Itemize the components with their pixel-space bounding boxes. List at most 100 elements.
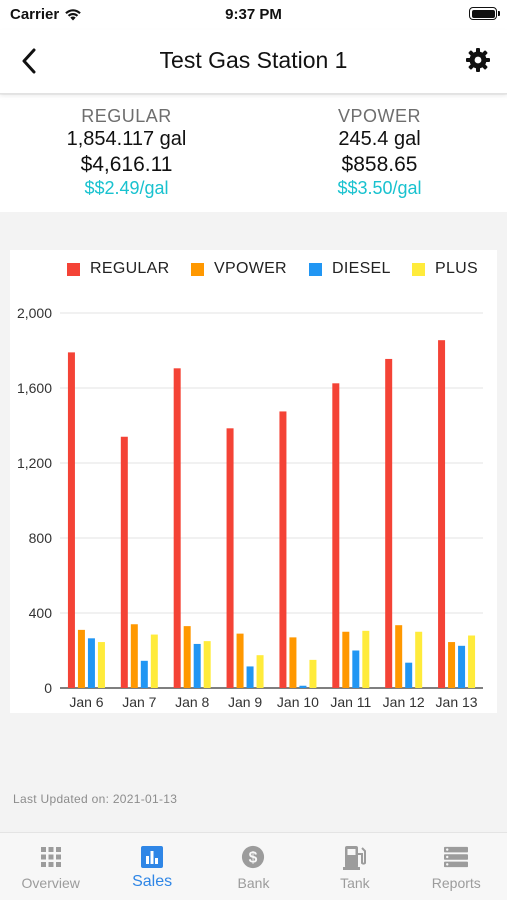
bar-regular — [226, 428, 234, 688]
bar-vpower — [289, 637, 297, 688]
y-tick-label: 800 — [29, 530, 53, 546]
bar-diesel — [405, 662, 413, 688]
x-tick-label: Jan 13 — [436, 694, 478, 710]
y-tick-label: 1,200 — [17, 455, 52, 471]
legend-item-diesel: DIESEL — [309, 260, 391, 278]
fuel-gallons: 245.4 gal — [338, 128, 421, 150]
carrier-indicator: Carrier — [10, 6, 82, 23]
legend-label: VPOWER — [214, 260, 287, 277]
status-bar: Carrier 9:37 PM — [0, 0, 507, 30]
sales-chart[interactable]: REGULAR VPOWER DIESEL PLUS 0 400 800 1,200 1… — [10, 250, 497, 713]
bar-diesel — [352, 650, 360, 688]
chevron-left-icon — [22, 48, 36, 74]
legend-item-plus: PLUS — [412, 260, 478, 278]
x-tick-label: Jan 11 — [330, 694, 371, 710]
y-tick-label: 0 — [44, 680, 52, 696]
list-icon — [444, 846, 469, 868]
fuel-name: REGULAR — [81, 106, 172, 126]
sales-summary: REGULAR 1,854.117 gal $4,616.11 $$2.49/g… — [0, 95, 507, 212]
gear-icon — [466, 48, 490, 72]
bar-diesel — [246, 666, 254, 688]
bar-regular — [279, 411, 287, 688]
bar-vpower — [448, 642, 456, 688]
legend-swatch — [412, 262, 425, 276]
dollar-coin-icon: $ — [242, 845, 265, 869]
legend-label: PLUS — [435, 260, 478, 277]
tab-reports[interactable]: Reports — [406, 833, 507, 900]
x-tick-label: Jan 6 — [69, 694, 103, 710]
fuel-name: VPOWER — [337, 106, 421, 126]
bar-diesel — [140, 660, 148, 688]
x-tick-label: Jan 12 — [383, 694, 425, 710]
back-button[interactable] — [14, 46, 44, 76]
navigation-bar: Test Gas Station 1 — [0, 30, 507, 94]
bar-diesel — [87, 638, 95, 688]
bar-plus — [468, 635, 476, 688]
y-tick-label: 400 — [29, 605, 53, 621]
bar-vpower — [236, 633, 244, 688]
bar-plus — [97, 642, 105, 688]
legend-item-vpower: VPOWER — [191, 260, 287, 278]
fuel-gallons: 1,854.117 gal — [66, 128, 187, 150]
legend-swatch — [191, 262, 204, 276]
bar-chart-icon — [141, 846, 164, 868]
bar-plus — [256, 655, 264, 688]
x-tick-label: Jan 9 — [228, 694, 262, 710]
carrier-label: Carrier — [10, 6, 60, 23]
fuel-amount: $858.65 — [341, 153, 418, 176]
svg-text:$: $ — [249, 850, 258, 867]
page-title: Test Gas Station 1 — [159, 47, 348, 73]
wifi-icon — [65, 9, 82, 21]
bar-plus — [309, 659, 317, 688]
x-tick-label: Jan 8 — [175, 694, 209, 710]
status-time: 9:37 PM — [225, 6, 282, 23]
fuel-rate: $$3.50/gal — [337, 178, 422, 198]
bar-regular — [385, 358, 393, 688]
tab-tank[interactable]: Tank — [304, 833, 405, 900]
bar-vpower — [395, 625, 403, 688]
tab-label: Tank — [340, 875, 370, 891]
tab-label: Bank — [237, 875, 270, 891]
bar-regular — [120, 436, 128, 688]
bar-plus — [415, 631, 423, 688]
tab-bank[interactable]: $ Bank — [203, 833, 304, 900]
y-tick-label: 2,000 — [17, 305, 52, 321]
legend-label: DIESEL — [332, 260, 391, 277]
fuel-rate: $$2.49/gal — [84, 178, 169, 198]
summary-vpower: VPOWER 245.4 gal $858.65 $$3.50/gal — [253, 105, 506, 199]
fuel-pump-icon — [342, 846, 366, 870]
bar-regular — [67, 352, 75, 688]
bar-plus — [203, 641, 211, 688]
bar-regular — [173, 368, 181, 688]
bar-vpower — [77, 629, 85, 688]
settings-button[interactable] — [463, 45, 493, 75]
legend-label: REGULAR — [90, 260, 170, 277]
chart-legend: REGULAR VPOWER DIESEL PLUS — [10, 260, 497, 280]
legend-item-regular: REGULAR — [67, 260, 169, 278]
y-tick-label: 1,600 — [17, 380, 52, 396]
legend-swatch — [67, 262, 80, 276]
bar-regular — [438, 340, 446, 688]
tab-bar: Overview Sales $ Bank — [0, 832, 507, 900]
tab-sales[interactable]: Sales — [101, 833, 202, 900]
bar-vpower — [342, 631, 350, 688]
bar-vpower — [130, 624, 138, 688]
bar-plus — [150, 634, 158, 688]
x-tick-label: Jan 7 — [122, 694, 156, 710]
x-tick-label: Jan 10 — [277, 694, 319, 710]
chart-plot: 0 400 800 1,200 1,600 2,000 Jan 6 Jan 7 Jan 8 Jan… — [17, 305, 483, 710]
tab-label: Sales — [132, 873, 173, 890]
bar-vpower — [183, 626, 191, 688]
bar-diesel — [193, 643, 201, 688]
battery-icon — [469, 7, 500, 20]
grid-icon — [40, 847, 61, 867]
tab-label: Overview — [21, 875, 80, 891]
tab-label: Reports — [431, 875, 481, 891]
bar-regular — [332, 383, 340, 688]
bar-diesel — [458, 645, 466, 688]
fuel-amount: $4,616.11 — [80, 153, 173, 176]
tab-overview[interactable]: Overview — [0, 833, 101, 900]
bar-diesel — [299, 685, 307, 688]
legend-swatch — [309, 262, 322, 276]
summary-regular: REGULAR 1,854.117 gal $4,616.11 $$2.49/g… — [0, 105, 253, 199]
